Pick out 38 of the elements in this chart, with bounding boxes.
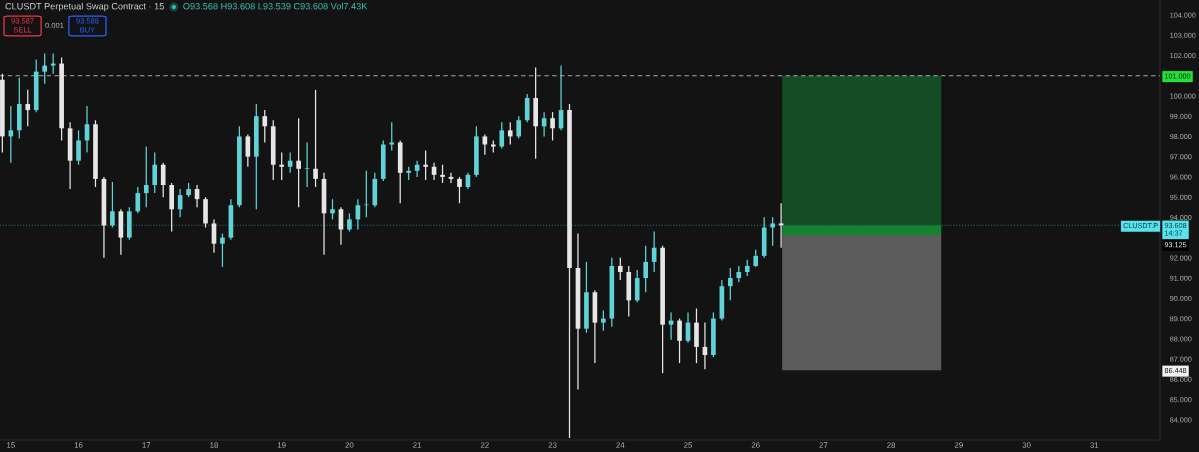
candlestick [76,129,81,166]
candlestick [643,245,649,293]
candlestick [296,117,301,208]
candlestick [550,111,555,142]
candlestick [516,115,522,140]
candlestick [389,121,395,152]
candlestick [135,186,141,214]
candlestick [152,151,158,194]
candlestick [25,89,31,127]
candlestick [160,162,166,198]
candlestick [42,52,48,85]
bar [782,225,942,236]
candlestick [110,181,115,229]
candlestick [770,216,775,247]
candlestick [524,93,530,123]
candlestick [220,232,225,268]
candlestick [634,269,640,303]
candlestick [440,164,445,184]
candlestick [143,145,149,208]
candlestick [262,109,268,144]
candlestick [279,151,285,181]
chart-title: CLUSDT Perpetual Swap Contract · 15 [5,2,164,12]
bar [782,75,942,226]
candlestick [677,317,682,364]
bar [782,235,942,371]
candlestick [330,198,335,221]
candlestick [617,257,623,281]
candlestick [347,212,352,233]
candlestick [313,89,318,188]
chart-subtitle: O93.568 H93.608 L93.539 C93.608 Vol7.43K [183,2,368,10]
candlestick [728,267,733,301]
candlestick [601,309,606,332]
candlestick [457,176,462,204]
candlestick [482,133,488,156]
candlestick [423,149,428,181]
candlestick [507,121,513,146]
candlestick [304,141,310,188]
candlestick [499,121,505,150]
